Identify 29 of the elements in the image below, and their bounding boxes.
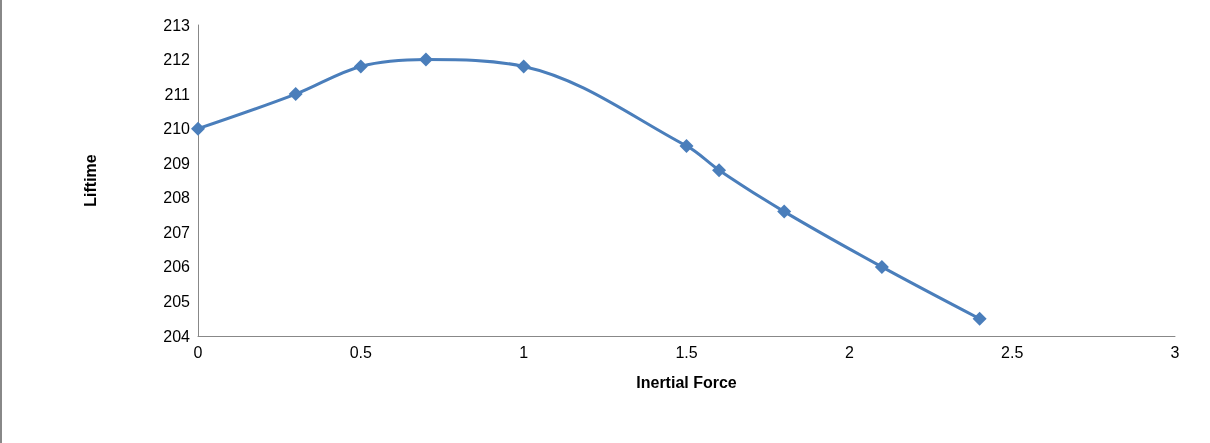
point xyxy=(712,163,727,178)
point xyxy=(874,259,889,274)
y-tick-label: 204 xyxy=(163,327,191,345)
point xyxy=(288,87,303,102)
x-tick-label: 3 xyxy=(1170,343,1180,361)
y-tick-label: 207 xyxy=(163,223,191,241)
x-tick-label: 1 xyxy=(519,343,529,361)
point xyxy=(777,204,792,219)
y-tick-label: 209 xyxy=(163,154,191,172)
y-tick-label: 206 xyxy=(163,258,191,276)
y-tick-label: 210 xyxy=(163,120,191,138)
x-tick-label: 0.5 xyxy=(349,343,373,361)
y-tick-label: 212 xyxy=(163,51,191,69)
point xyxy=(418,52,433,67)
x-tick-label: 1.5 xyxy=(675,343,698,361)
point xyxy=(191,121,205,136)
y-tick-label: 205 xyxy=(163,292,191,310)
x-axis-title: Inertial Force xyxy=(636,373,737,391)
y-tick-label: 213 xyxy=(163,16,191,34)
y-tick-label: 211 xyxy=(164,85,191,103)
y-tick-label: 208 xyxy=(163,189,191,207)
x-tick-label: 2 xyxy=(844,343,854,361)
x-tick-label: 0 xyxy=(193,343,203,361)
y-axis-title: Liftime xyxy=(81,154,99,207)
point xyxy=(516,59,531,74)
point xyxy=(353,59,368,74)
point xyxy=(679,138,694,153)
x-tick-label: 2.5 xyxy=(1001,343,1024,361)
point xyxy=(972,311,987,326)
